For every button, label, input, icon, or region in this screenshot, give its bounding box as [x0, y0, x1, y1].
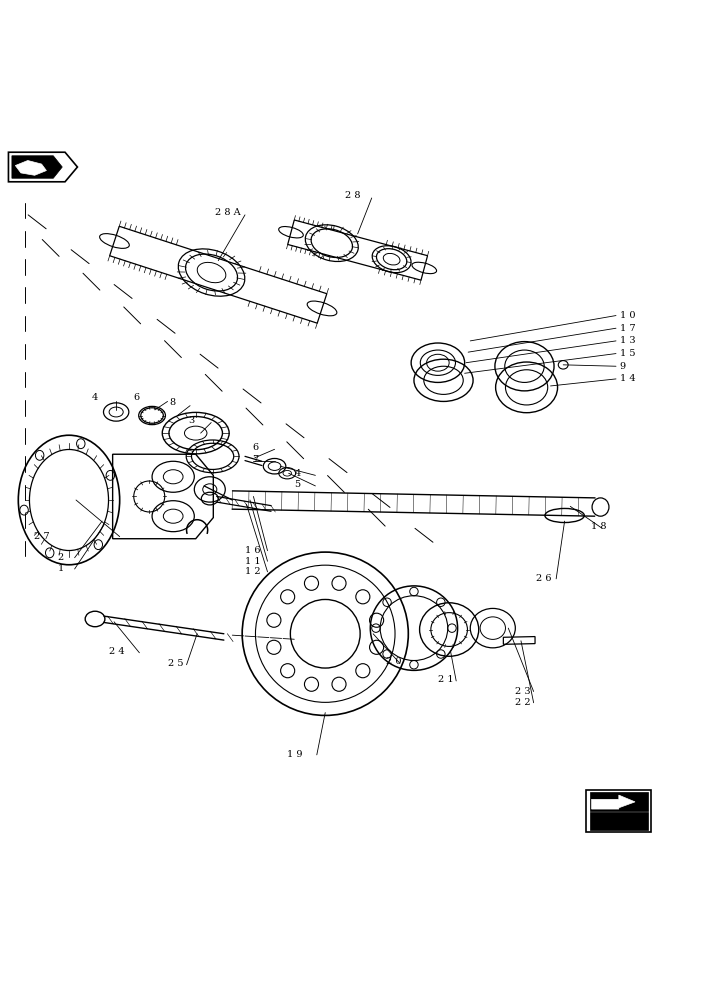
Polygon shape — [12, 156, 62, 178]
Text: 4: 4 — [92, 393, 98, 402]
Text: 1 4: 1 4 — [620, 374, 635, 383]
Text: 6: 6 — [134, 393, 140, 402]
Text: 1 5: 1 5 — [620, 349, 635, 358]
Text: 6: 6 — [252, 443, 258, 452]
Text: 2 1: 2 1 — [438, 675, 453, 684]
Text: 2 3: 2 3 — [515, 687, 531, 696]
Polygon shape — [590, 792, 648, 811]
Text: 2 0: 2 0 — [386, 657, 401, 666]
Text: 2 2: 2 2 — [515, 698, 531, 707]
Polygon shape — [15, 161, 46, 175]
Text: 2 5: 2 5 — [168, 659, 183, 668]
Text: 1 9: 1 9 — [287, 750, 303, 759]
Text: 4: 4 — [294, 469, 301, 478]
Text: 7: 7 — [252, 455, 258, 464]
Text: 1 3: 1 3 — [620, 336, 635, 345]
Text: 8: 8 — [169, 398, 175, 407]
Text: 1 6: 1 6 — [245, 546, 260, 555]
Text: 1 2: 1 2 — [245, 567, 260, 576]
Text: 1 0: 1 0 — [620, 311, 635, 320]
Text: 1 7: 1 7 — [620, 324, 635, 333]
Text: 9: 9 — [620, 362, 626, 371]
Bar — [586, 790, 651, 832]
Polygon shape — [591, 795, 635, 809]
Text: 1: 1 — [58, 564, 64, 573]
Text: 2 6: 2 6 — [536, 574, 552, 583]
Text: 2 8 A: 2 8 A — [215, 208, 240, 217]
Text: 2 7: 2 7 — [34, 532, 49, 541]
Polygon shape — [590, 812, 648, 830]
Text: 2: 2 — [58, 553, 64, 562]
Polygon shape — [8, 152, 77, 182]
Text: 2 4: 2 4 — [109, 647, 125, 656]
Text: 3: 3 — [189, 416, 195, 425]
Text: 1 8: 1 8 — [591, 522, 607, 531]
Text: 2 8: 2 8 — [345, 191, 360, 200]
Text: 1 1: 1 1 — [245, 557, 260, 566]
Text: 5: 5 — [294, 480, 301, 489]
